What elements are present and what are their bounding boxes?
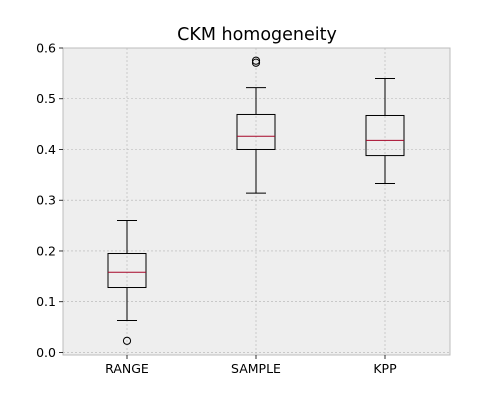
box-range [107,220,147,345]
y-tick-label: 0.1 [36,294,56,309]
outlier-point [251,58,261,67]
box-marks [107,56,405,345]
y-tick-label: 0.4 [36,142,56,157]
y-tick-label: 0.3 [36,193,56,208]
y-axis: 0.0 0.1 0.2 0.3 0.4 0.5 0.6 [36,41,63,360]
iqr-box [365,114,405,157]
x-tick-label: RANGE [105,361,149,376]
outlier-point [122,336,132,345]
box-sample [236,56,276,194]
y-tick-label: 0.2 [36,243,56,258]
iqr-box [236,113,276,150]
y-tick-label: 0.5 [36,91,56,106]
box-kpp [365,77,405,184]
x-tick-label: KPP [373,361,397,376]
x-axis: RANGE SAMPLE KPP [105,355,397,376]
y-tick-label: 0.0 [36,345,56,360]
chart-title: CKM homogeneity [177,25,337,45]
plot-frame [62,47,451,356]
x-tick-label: SAMPLE [231,361,281,376]
iqr-box [107,253,147,289]
y-tick-label: 0.6 [36,41,56,56]
outlier-point [251,56,261,65]
